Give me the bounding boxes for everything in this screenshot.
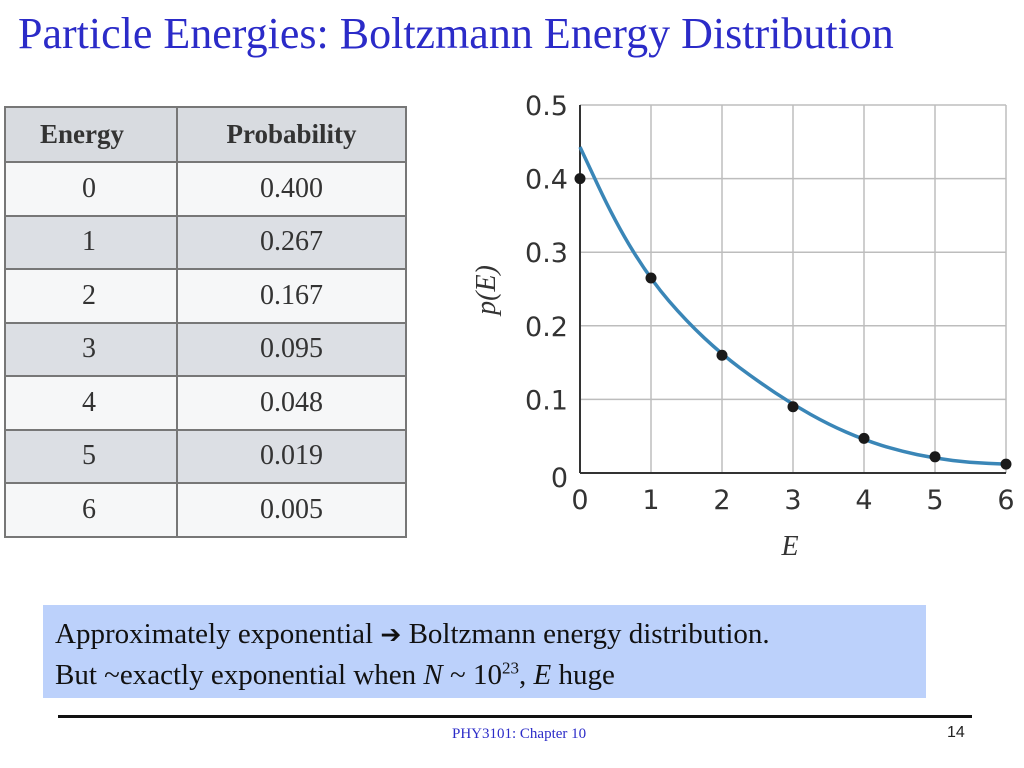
data-point [787,401,799,413]
x-tick-label: 3 [784,485,801,516]
data-point [1000,458,1012,470]
table-header-row: Energy Probability [5,106,406,163]
y-tick-label: 0.2 [525,312,568,343]
energy-cell: 2 [5,268,178,324]
probability-cell: 0.048 [177,375,406,431]
probability-cell: 0.019 [177,428,406,484]
table-row: 0 0.400 [5,161,406,217]
boltzmann-chart: 0 1 2 3 4 5 6 0 0.1 0.2 0.3 0.4 0.5 Ep(E) [471,91,1015,562]
table-row: 6 0.005 [5,482,406,538]
probability-cell: 0.095 [177,321,406,377]
callout-line-1: Approximately exponential ➔ Boltzmann en… [55,618,770,650]
y-tick-label: 0.3 [525,238,568,269]
energy-cell: 4 [5,375,178,431]
probability-cell: 0.005 [177,482,406,538]
x-tick-label: 1 [642,485,659,516]
data-point [645,272,657,284]
x-tick-label: 6 [997,485,1014,516]
probability-cell: 0.400 [177,161,406,217]
x-tick-label: 0 [571,485,588,516]
footer-text: PHY3101: Chapter 10 [452,726,587,742]
table-row: 3 0.095 [5,321,406,377]
x-tick-label: 5 [926,485,943,516]
probability-cell: 0.167 [177,268,406,324]
data-point [716,349,728,361]
header-probability: Probability [177,106,406,163]
callout-box: Approximately exponential ➔ Boltzmann en… [43,605,926,698]
energy-cell: 0 [5,161,178,217]
table-row: 1 0.267 [5,214,406,270]
probability-cell: 0.267 [177,214,406,270]
right-arrow-icon: ➔ [380,620,402,649]
fit-curve-line [578,146,1007,466]
table-row: 4 0.048 [5,375,406,431]
x-axis-label: E [780,531,798,562]
probability-table: Energy Probability 0 0.400 1 0.267 2 0.1… [4,106,407,538]
y-tick-label: 0 [551,463,568,494]
x-tick-label: 4 [855,485,872,516]
data-point [858,432,870,444]
y-tick-label: 0.4 [525,165,568,196]
energy-cell: 3 [5,321,178,377]
energy-cell: 1 [5,214,178,270]
header-energy: Energy [5,106,178,163]
table-row: 5 0.019 [5,428,406,484]
data-point [929,451,941,463]
footer-rule [58,715,972,718]
x-tick-label: 2 [713,485,730,516]
table-row: 2 0.167 [5,268,406,324]
slide-title: Particle Energies: Boltzmann Energy Dist… [18,9,894,58]
y-tick-label: 0.5 [525,91,568,122]
callout-line-2: But ~exactly exponential when N ~ 1023, … [55,658,615,691]
y-axis-label: p(E) [471,265,502,317]
energy-cell: 5 [5,428,178,484]
y-tick-label: 0.1 [525,385,568,416]
energy-cell: 6 [5,482,178,538]
data-point [574,173,586,185]
page-number: 14 [947,724,965,741]
